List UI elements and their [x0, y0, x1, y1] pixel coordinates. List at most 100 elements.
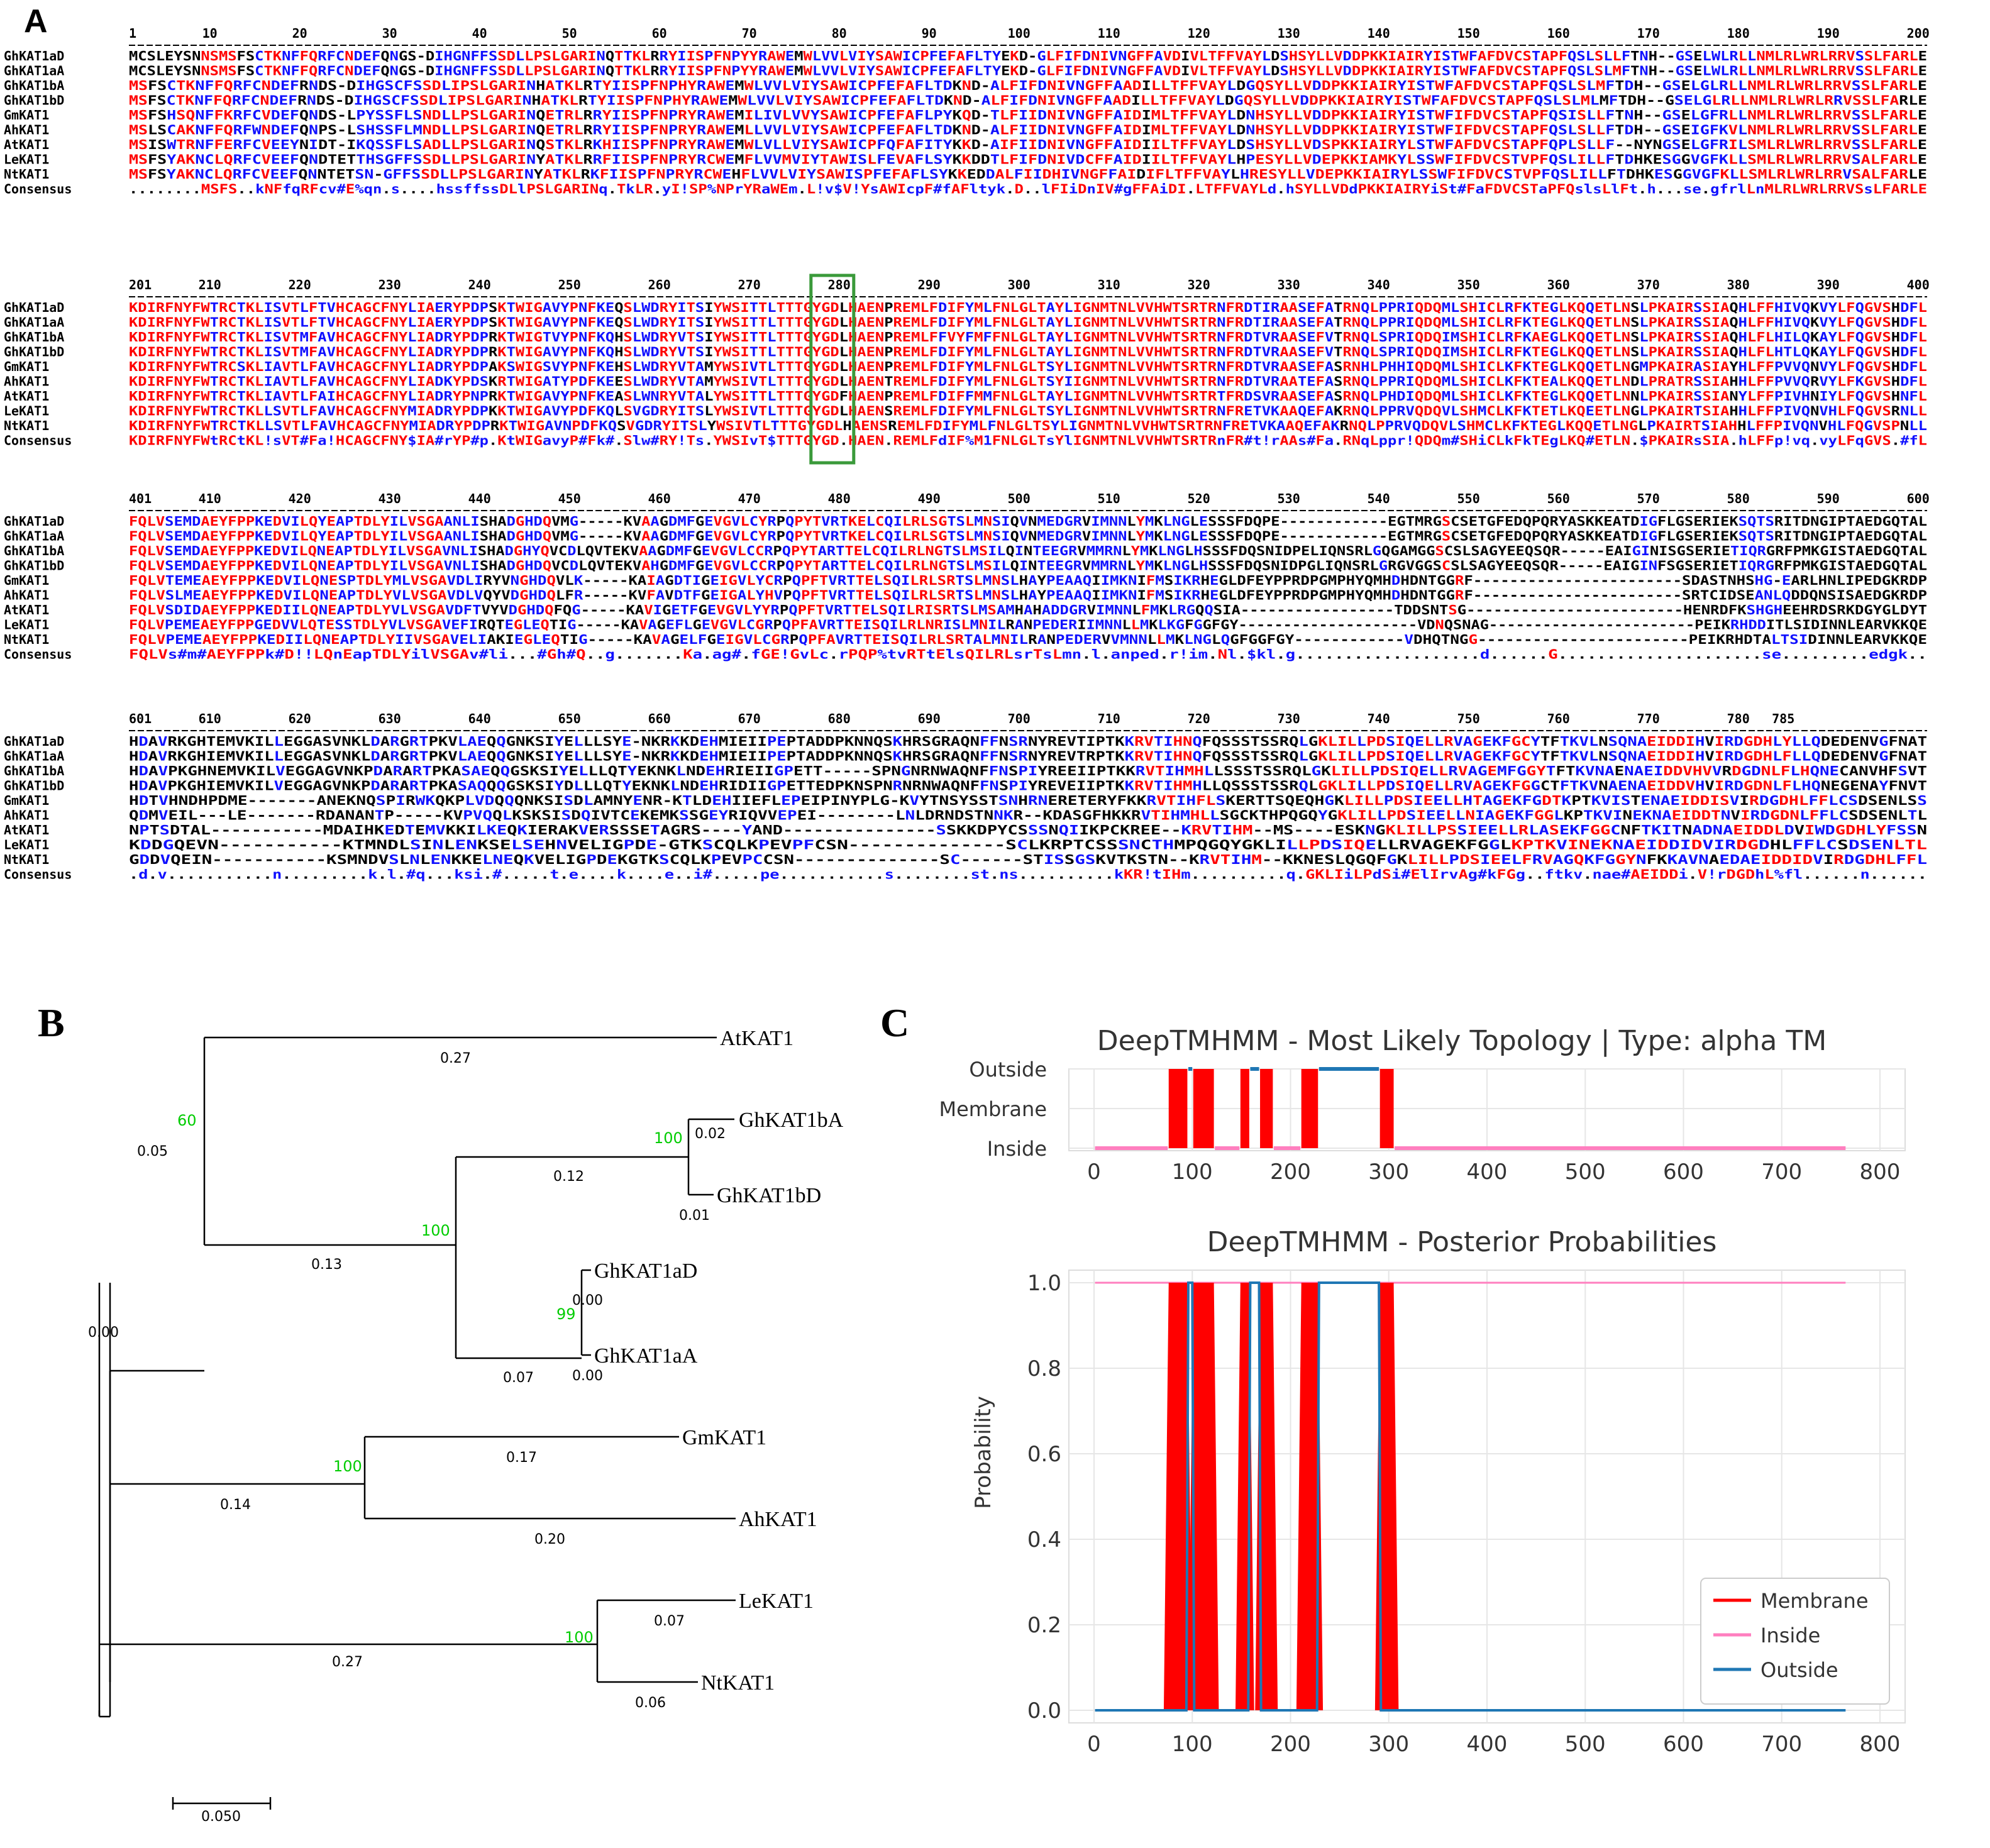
ruler-tick-label: 120	[1188, 26, 1210, 41]
ruler-tick-label: 110	[1098, 26, 1120, 41]
sequence-name: GhKAT1aD	[4, 734, 64, 749]
sequence-row: ........ MSFS.. k NF fq RF cv# E %qn. s.... hssffs…	[129, 182, 1927, 197]
ruler-tick-label: 130	[1278, 26, 1300, 41]
sequence-row: MS LS C AK NF FQ RFW N DEF Q N PS-L SHSSFLM ND L LPSLGA…	[129, 123, 1927, 138]
sequence-row: FQLV SEMD AEYFPP KE D VI LQ Y E AP TDLY IL VSGA ANLI S…	[129, 514, 1927, 529]
sequence-name: GhKAT1aA	[4, 529, 64, 544]
ruler-tick-label: 150	[1457, 26, 1480, 41]
sequence-row: KDIRFNYFW T RC T KL IS VT L F TV HCAGCFNY L IA ER YP DP…	[129, 300, 1927, 315]
sequence-row: G D D V QEIN-----------KSMNDV S L N L EN KKE LNE Q K V…	[129, 852, 1927, 867]
sequence-name: GhKAT1aA	[4, 749, 64, 764]
membrane-segment	[1301, 1069, 1318, 1148]
sequence-name: GmKAT1	[4, 108, 49, 123]
ruler-tick-label: 350	[1457, 277, 1480, 292]
sequence-row: FQLV SDID AEYFPP KE D II LQ N E AP TDLY VL VSGA VDFT V…	[129, 602, 1927, 617]
panel-label-a: A	[24, 3, 48, 40]
ruler-tick-label: 570	[1637, 491, 1660, 506]
ruler-tick-label: 410	[199, 491, 221, 506]
sequence-row: KDIRFNYFW T RC T KL IA VT L F AV HCAGCFNY L IA DK YP DS…	[129, 374, 1927, 389]
branch-length-label: 0.27	[440, 1051, 471, 1066]
ruler-tick-label: 140	[1368, 26, 1390, 41]
sequence-name: Consensus	[4, 182, 72, 197]
sequence-row: MCSLEYSN NSMS FS C TK NF FQ RFC N DEF Q N GS-D IHGNFF…	[129, 48, 1927, 64]
branch-length-label: 0.07	[654, 1613, 685, 1629]
sequence-name: GhKAT1bA	[4, 78, 64, 93]
ruler-tick-label: 70	[742, 26, 757, 41]
ruler-tick-label: 590	[1817, 491, 1840, 506]
sequence-name: NtKAT1	[4, 418, 49, 433]
x-tick-label: 0	[1087, 1732, 1101, 1757]
ruler-tick-label: 480	[828, 491, 851, 506]
sequence-row: FQLV PEME AEYFPP GE D VV LQ T E SS TDLY VL VSGA VEFI R…	[129, 617, 1927, 633]
x-tick-label: 800	[1860, 1732, 1901, 1757]
ruler-tick-label: 650	[558, 711, 581, 726]
sequence-name: GhKAT1bD	[4, 778, 64, 794]
ruler-tick-label: 420	[289, 491, 311, 506]
sequence-row: KDIRFNYFW T RC S KL IA VT L F AV HCAGCFNY L IA DR YP DP…	[129, 359, 1927, 374]
ruler-tick-label: 340	[1368, 277, 1390, 292]
x-tick-label: 300	[1368, 1732, 1409, 1757]
ruler-tick-label: 430	[379, 491, 401, 506]
legend-label: Inside	[1761, 1624, 1820, 1647]
ruler-tick-label: 530	[1278, 491, 1300, 506]
ruler-tick-label: 720	[1188, 711, 1210, 726]
membrane-segment	[1260, 1069, 1273, 1148]
sequence-row: K D D G QEVN-----------KTMNDL S I N L EN KSE LSE H N V…	[129, 838, 1927, 853]
ruler-tick-label: 400	[1907, 277, 1930, 292]
branch-length-label: 0.14	[220, 1497, 251, 1513]
ruler-tick-label: 601	[129, 711, 152, 726]
sequence-name: GhKAT1bD	[4, 558, 64, 573]
gygd-motif-box	[809, 274, 856, 465]
ruler-tick-label: 450	[558, 491, 581, 506]
bootstrap-label: 99	[556, 1305, 576, 1323]
membrane-segment	[1193, 1069, 1214, 1148]
membrane-segment	[1379, 1069, 1394, 1148]
leaf-label: NtKAT1	[701, 1671, 775, 1695]
branch-length-label: 0.20	[534, 1532, 565, 1547]
ruler-tick-label: 100	[1008, 26, 1031, 41]
membrane-probability-area	[1163, 1283, 1193, 1710]
leaf-label: GhKAT1aD	[594, 1259, 697, 1283]
sequence-name: AtKAT1	[4, 389, 49, 404]
branch-length-label: 0.05	[137, 1144, 168, 1159]
ruler-tick-label: 190	[1817, 26, 1840, 41]
ruler-tick-label: 500	[1008, 491, 1031, 506]
sequence-row: MS FS Y AK NC LQ RFC V EEF Q N NTET SN - GFFS SD L LPSLGA…	[129, 167, 1927, 182]
ruler-tick-label: 390	[1817, 277, 1840, 292]
ruler-tick-label: 40	[472, 26, 487, 41]
branch-length-label: 0.01	[679, 1208, 710, 1224]
legend-box	[1700, 1578, 1890, 1705]
sequence-row: N P T S DTAL-----------MDAIHK E D T E MV KKI LKE Q K I…	[129, 822, 1927, 838]
x-tick-label: 700	[1761, 1159, 1802, 1185]
bootstrap-label: 60	[177, 1112, 197, 1129]
ruler-tick-label: 170	[1637, 26, 1660, 41]
sequence-row: FQLV SLME AEYFPP KE D VI LQ N E AP TDLY VL VSGA VDLV Q…	[129, 588, 1927, 603]
y-tick-label: 0.2	[1027, 1613, 1061, 1638]
sequence-row: KDIRFNYFW T RC T KL IS VT M F AV HCAGCFNY L IA DR YP DP…	[129, 329, 1927, 345]
sequence-row: Q D M V EIL---LE-------RDANAN T P-----KV PVQ Q L K…	[129, 808, 1927, 823]
y-tick-label: Membrane	[939, 1097, 1047, 1121]
leaf-label: GhKAT1aA	[594, 1344, 698, 1368]
sequence-row: . d. v........... n......... k. l. #q... ksi. #.…	[129, 867, 1927, 882]
ruler-tick-label: 660	[648, 711, 671, 726]
branch-length-label: 0.13	[311, 1257, 342, 1273]
y-tick-label: Inside	[987, 1137, 1047, 1161]
sequence-name: GmKAT1	[4, 359, 49, 374]
sequence-row: H D T V HNDHPDME-------ANEKNQ S P I R WK QKP LVD Q Q Q…	[129, 793, 1927, 808]
ruler-tick-label: 30	[382, 26, 397, 41]
ruler-tick-label: 680	[828, 711, 851, 726]
ruler-tick-label: 510	[1098, 491, 1120, 506]
sequence-name: Consensus	[4, 867, 72, 882]
ruler-tick-label: 550	[1457, 491, 1480, 506]
panel-label-b: B	[38, 1000, 65, 1045]
sequence-name: GhKAT1bD	[4, 345, 64, 360]
sequence-name: GhKAT1aD	[4, 514, 64, 529]
sequence-row: H D A V PKGHIEMVKIL V EGGAGVNKP D A R A RT PKA SAQ Q Q G…	[129, 778, 1927, 794]
ruler-tick-label: 230	[379, 277, 401, 292]
x-tick-label: 100	[1172, 1159, 1213, 1185]
ruler-tick-label: 360	[1547, 277, 1570, 292]
ruler-tick-label: 440	[468, 491, 491, 506]
ruler-tick-label: 600	[1907, 491, 1930, 506]
sequence-row: H D A V RKGHIEMVKIL L EGGASVNKL D A R G RT PKV LAE Q Q G…	[129, 749, 1927, 764]
